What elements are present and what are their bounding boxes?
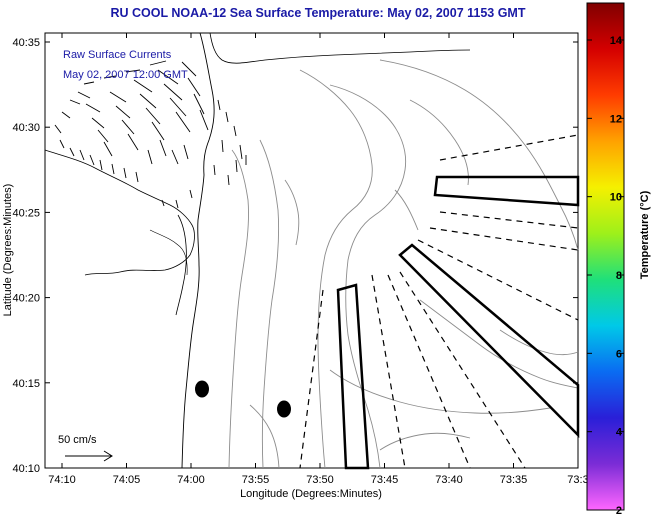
x-tick-label: 73:50: [306, 474, 334, 486]
inner-shore: [149, 229, 188, 276]
x-tick-label: 73:45: [371, 474, 399, 486]
x-tick-label: 73:35: [500, 474, 528, 486]
bay-shore: [44, 149, 195, 276]
colorbar-tick-label: 14: [610, 35, 623, 47]
channel-polygon-2: [433, 175, 580, 207]
plot-frame: [44, 32, 579, 469]
colorbar-tick-label: 2: [616, 505, 622, 515]
colorbar-label: Temperature (°C): [639, 190, 651, 279]
scale-arrow: [65, 450, 113, 462]
y-axis-label: Latitude (Degrees:Minutes): [2, 184, 14, 317]
northern-shore: [209, 32, 471, 64]
y-tick-label: 40:15: [12, 378, 40, 390]
x-tick-label: 74:00: [177, 474, 205, 486]
dashed-lines: [299, 134, 579, 469]
x-tick-label: 73:3: [567, 474, 588, 486]
channel-polygon-1: [336, 283, 370, 470]
scale-label: 50 cm/s: [58, 434, 97, 446]
x-tick-label: 73:55: [242, 474, 270, 486]
x-tick-label: 74:05: [113, 474, 141, 486]
y-tick-label: 40:25: [12, 207, 40, 219]
colorbar-tick-label: 8: [616, 270, 622, 282]
legend-line-1: Raw Surface Currents: [63, 49, 172, 61]
x-tick-label: 74:10: [48, 474, 76, 486]
colorbar-tick-label: 6: [616, 348, 622, 360]
current-vectors: [54, 60, 247, 209]
colorbar-ticks: 14 12 10 8 6 4 2: [587, 35, 624, 515]
y-axis-ticks: 40:35 40:30 40:25 40:20 40:15 40:10: [12, 37, 578, 475]
map-title: RU COOL NOAA-12 Sea Surface Temperature:…: [111, 6, 526, 20]
channel-features: [299, 134, 580, 470]
mooring-marker-2[interactable]: [277, 400, 291, 418]
colorbar-tick-label: 12: [610, 113, 622, 125]
y-tick-label: 40:10: [12, 463, 40, 475]
x-axis-label: Longitude (Degrees:Minutes): [240, 488, 382, 500]
x-tick-label: 73:40: [435, 474, 463, 486]
x-axis-ticks: 74:10 74:05 74:00 73:55 73:50 73:45 73:40 73:35…: [48, 33, 589, 486]
colorbar: [586, 2, 625, 511]
coastline: [181, 32, 215, 469]
isotherms: [228, 59, 579, 469]
y-tick-label: 40:20: [12, 293, 40, 305]
channel-polygon-3: [398, 243, 580, 439]
colorbar-tick-label: 4: [616, 427, 623, 439]
colorbar-tick-label: 10: [610, 192, 622, 204]
sandy-hook: [175, 214, 187, 316]
y-tick-label: 40:35: [12, 37, 40, 49]
mooring-marker-1[interactable]: [195, 380, 209, 398]
y-tick-label: 40:30: [12, 122, 40, 134]
legend-line-2: May 02, 2007 12:00 GMT: [63, 69, 188, 81]
map-content: Raw Surface Currents May 02, 2007 12:00 …: [44, 32, 580, 470]
